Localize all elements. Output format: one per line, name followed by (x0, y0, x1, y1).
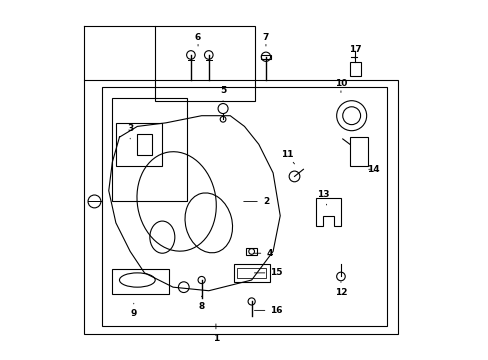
Text: 14: 14 (366, 165, 379, 174)
Text: 10: 10 (334, 79, 346, 93)
Text: 5: 5 (220, 86, 226, 102)
Bar (116, 123, 162, 166)
Text: 13: 13 (316, 190, 328, 205)
Text: 7: 7 (262, 33, 268, 46)
Bar (349, 62, 360, 76)
Text: 9: 9 (130, 303, 137, 319)
Bar (155, 26, 255, 102)
Text: 8: 8 (198, 296, 204, 311)
Bar (112, 269, 169, 294)
Text: 4: 4 (254, 249, 272, 258)
Bar (349, 137, 367, 166)
Bar (246, 248, 257, 255)
Bar (83, 80, 397, 334)
Text: 15: 15 (254, 268, 283, 277)
Bar (137, 134, 151, 155)
Text: 16: 16 (254, 306, 283, 315)
Text: 11: 11 (281, 150, 294, 164)
Bar (237, 267, 265, 278)
Text: 6: 6 (195, 33, 201, 46)
Bar (102, 87, 386, 327)
Bar (112, 98, 187, 202)
Text: 3: 3 (127, 124, 133, 139)
Bar (233, 264, 269, 282)
Text: 2: 2 (243, 197, 268, 206)
Text: 17: 17 (348, 45, 361, 59)
Text: 12: 12 (334, 282, 346, 297)
Text: 1: 1 (212, 324, 219, 343)
